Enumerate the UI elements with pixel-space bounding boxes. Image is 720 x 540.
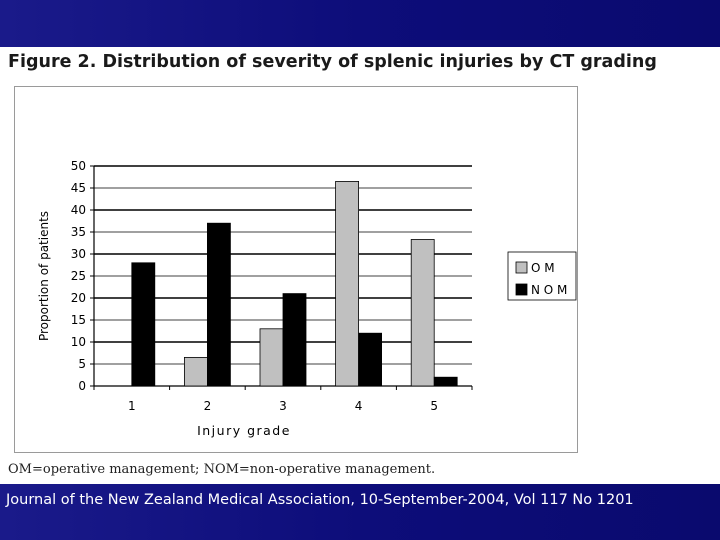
figure-title: Figure 2. Distribution of severity of sp…	[8, 52, 657, 72]
bar-nom-grade-1	[131, 262, 156, 387]
bar-om-grade-5	[410, 239, 435, 387]
bar-om-grade-3	[259, 328, 284, 387]
footnote: OM=operative management; NOM=non-operati…	[8, 462, 436, 477]
y-tick-label: 40	[71, 203, 86, 217]
bar-nom-grade-2	[206, 222, 231, 387]
y-tick-label: 20	[71, 291, 86, 305]
bar-nom-grade-3	[282, 293, 307, 387]
top-band	[0, 0, 720, 47]
x-axis-label: Injury grade	[197, 423, 291, 438]
y-tick-label: 25	[71, 269, 86, 283]
y-tick-label: 30	[71, 247, 86, 261]
legend-swatch	[515, 283, 528, 296]
bar-nom-grade-4	[358, 332, 383, 387]
x-tick-label: 4	[355, 399, 363, 413]
x-tick-label: 3	[279, 399, 287, 413]
legend-swatch	[515, 261, 528, 274]
y-tick-label: 10	[71, 335, 86, 349]
y-tick-label: 35	[71, 225, 86, 239]
legend-label: O M	[531, 261, 555, 275]
y-tick-label: 5	[78, 357, 86, 371]
bar-om-grade-2	[183, 356, 208, 387]
x-tick-label: 2	[204, 399, 212, 413]
y-tick-label: 0	[78, 379, 86, 393]
bar-om-grade-4	[335, 181, 360, 387]
legend-box	[507, 251, 577, 301]
y-tick-label: 50	[71, 159, 86, 173]
x-tick-label: 1	[128, 399, 136, 413]
y-tick-label: 45	[71, 181, 86, 195]
x-tick-label: 5	[430, 399, 438, 413]
bar-nom-grade-5	[433, 376, 458, 387]
legend-label: N O M	[531, 283, 567, 297]
citation: Journal of the New Zealand Medical Assoc…	[6, 492, 634, 508]
chart-frame	[14, 86, 578, 453]
bottom-band	[0, 484, 720, 540]
y-axis-label: Proportion of patients	[37, 211, 51, 341]
y-tick-label: 15	[71, 313, 86, 327]
